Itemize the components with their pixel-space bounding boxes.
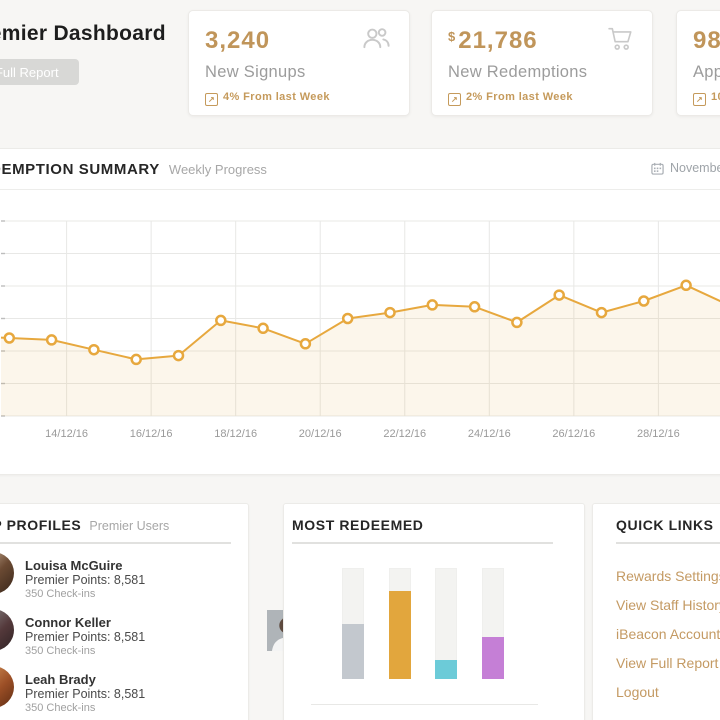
- link-view-full-report[interactable]: View Full Report: [616, 655, 719, 671]
- bar-fill: [342, 623, 364, 679]
- stat-delta-text: 4% From last Week: [223, 91, 330, 103]
- stat-delta: ↗ 4% From last Week: [205, 91, 330, 106]
- profile-points: Premier Points: 8,581: [25, 630, 146, 644]
- bar-fill: [388, 591, 411, 679]
- divider: [292, 542, 553, 544]
- top-profiles-panel: TOP PROFILES Premier Users Louisa McGuir…: [0, 503, 308, 720]
- stat-value: $21,786: [448, 27, 538, 55]
- bar-track: [435, 568, 457, 679]
- bar-fill: [481, 636, 504, 679]
- users-icon: [361, 27, 391, 54]
- trend-up-icon: ↗: [205, 93, 218, 106]
- stat-value-text: 21,786: [458, 27, 538, 54]
- profile-checkins: 350 Check-ins: [25, 645, 96, 657]
- page-title: Premier Dashboard: [0, 22, 166, 45]
- most-redeemed-panel: MOST REDEEMED: [283, 503, 585, 720]
- profiles-title: TOP PROFILES: [0, 517, 82, 533]
- stat-delta: ↗ 2% From last Week: [448, 91, 573, 106]
- svg-text:18/12/16: 18/12/16: [214, 428, 257, 440]
- profile-row-louisa[interactable]: Louisa McGuire Premier Points: 8,581 350…: [0, 552, 222, 600]
- date-picker[interactable]: November 14: [651, 161, 720, 175]
- quick-links-panel: QUICK LINKS Rewards Settings View Staff …: [592, 503, 720, 720]
- svg-text:14/12/16: 14/12/16: [45, 428, 88, 440]
- svg-text:22/12/16: 22/12/16: [383, 428, 426, 440]
- avatar: [0, 609, 14, 651]
- stat-label: App: [693, 63, 720, 81]
- link-logout[interactable]: Logout: [616, 684, 659, 700]
- svg-text:24/12/16: 24/12/16: [468, 428, 511, 440]
- date-label: November 14: [670, 161, 720, 175]
- dollar-prefix: $: [448, 29, 457, 44]
- calendar-icon: [651, 162, 664, 175]
- summary-subtitle: Weekly Progress: [168, 162, 267, 177]
- profile-points: Premier Points: 8,581: [25, 687, 146, 701]
- redemption-summary-panel: REDEMPTION SUMMARY Weekly Progress Novem…: [0, 148, 720, 475]
- stat-value: 3,240: [205, 27, 270, 55]
- stat-value-text: 3,240: [205, 27, 271, 54]
- bar-track: [481, 568, 504, 679]
- trend-up-icon: ↗: [448, 93, 461, 106]
- stat-card-new-signups: 3,240 New Signups ↗ 4% From last Week: [188, 10, 410, 116]
- summary-header: REDEMPTION SUMMARY Weekly Progress Novem…: [0, 149, 720, 190]
- stat-delta-text: 2% From last Week: [466, 91, 573, 103]
- quick-links-list: Rewards Settings View Staff History iBea…: [616, 562, 720, 707]
- redemption-line-chart: 14/12/16 16/12/16 18/12/16 20/12/16 22/12/16…: [1, 220, 720, 440]
- profile-checkins: 350 Check-ins: [25, 702, 96, 714]
- link-rewards-settings[interactable]: Rewards Settings: [616, 568, 720, 584]
- profile-name: Leah Brady: [25, 672, 96, 687]
- divider: [0, 542, 231, 544]
- quick-links-title: QUICK LINKS: [616, 517, 714, 533]
- view-full-report-button[interactable]: View Full Report: [0, 59, 79, 85]
- most-redeemed-bar-chart: [342, 568, 504, 679]
- bar-track: [342, 568, 364, 679]
- avatar: [0, 552, 14, 594]
- stat-delta-text: 10% From last Week: [711, 91, 720, 103]
- profile-points: Premier Points: 8,581: [25, 573, 146, 587]
- profile-checkins: 350 Check-ins: [25, 588, 96, 600]
- cart-icon: [608, 27, 634, 56]
- stat-value: 98: [693, 27, 720, 55]
- profile-row-leah[interactable]: Leah Brady Premier Points: 8,581 350 Che…: [0, 666, 222, 714]
- svg-text:28/12/16: 28/12/16: [637, 428, 680, 440]
- link-ibeacon-account[interactable]: iBeacon Account: [616, 626, 720, 642]
- stat-card-app: 98 App ↗ 10% From last Week: [676, 10, 720, 116]
- stat-value-text: 98: [693, 27, 720, 54]
- svg-text:16/12/16: 16/12/16: [130, 428, 173, 440]
- bar-track: [388, 568, 411, 679]
- most-redeemed-title: MOST REDEEMED: [292, 517, 424, 533]
- divider: [616, 542, 720, 544]
- avatar: [0, 666, 14, 708]
- profiles-subtitle: Premier Users: [89, 519, 170, 533]
- profile-name: Louisa McGuire: [25, 558, 123, 573]
- trend-up-icon: ↗: [693, 93, 706, 106]
- stat-label: New Signups: [205, 63, 306, 81]
- stat-delta: ↗ 10% From last Week: [693, 91, 720, 106]
- stat-card-new-redemptions: $21,786 New Redemptions ↗ 2% From last We…: [431, 10, 653, 116]
- baseline: [311, 704, 538, 705]
- summary-title: REDEMPTION SUMMARY: [0, 161, 160, 178]
- svg-text:26/12/16: 26/12/16: [552, 428, 595, 440]
- link-view-staff-history[interactable]: View Staff History: [616, 597, 720, 613]
- svg-text:20/12/16: 20/12/16: [299, 428, 342, 440]
- stat-label: New Redemptions: [448, 63, 588, 81]
- profile-name: Connor Keller: [25, 615, 111, 630]
- profile-row-connor[interactable]: Connor Keller Premier Points: 8,581 350 …: [0, 609, 222, 657]
- bar-fill: [435, 660, 457, 679]
